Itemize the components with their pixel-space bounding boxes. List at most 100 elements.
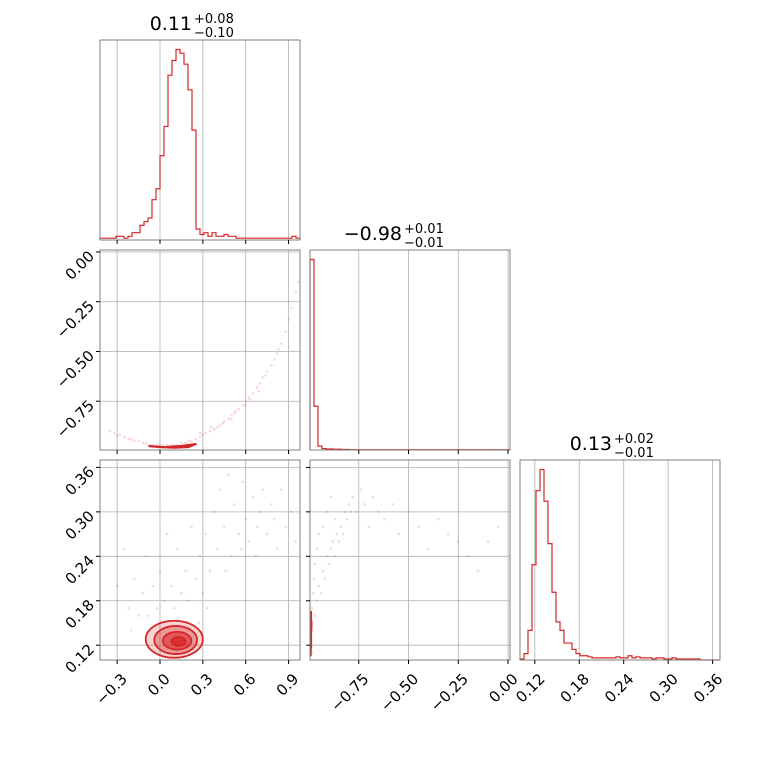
sample-point [162,599,166,603]
sample-point [161,443,165,447]
sample-point [122,435,126,439]
sample-point [377,510,380,514]
sample-point [341,532,345,536]
sample-point [190,525,193,528]
sample-point [224,569,228,573]
sample-point [222,419,226,423]
sample-point [204,532,208,536]
sample-point [227,473,230,477]
sample-point [197,621,200,625]
sample-point [310,606,314,610]
sample-point [187,599,190,603]
y-tick-label: −0.50 [53,347,98,392]
sample-point [132,439,136,443]
sample-point [218,423,222,427]
sample-point [391,503,394,506]
sample-point [118,433,122,437]
sample-point [194,577,198,580]
sample-point [311,592,315,595]
sample-point [284,330,288,333]
sample-point [347,503,351,506]
sample-point [144,441,148,445]
x-tick-label: 0.3 [187,670,217,700]
sample-point [261,488,265,491]
x-tick-label: −0.3 [92,670,130,708]
density-core [148,442,197,449]
sample-point [115,433,119,437]
sample-point [147,614,150,617]
sample-point [198,435,202,439]
sample-point [349,510,353,514]
sample-point [241,480,245,484]
sample-point [232,503,236,506]
sample-point [137,614,140,617]
sample-point [172,606,176,610]
sample-point [237,407,240,411]
sample-point [247,540,250,543]
sample-point [184,441,188,445]
density-contour-3 [170,636,187,647]
param-title-2: 0.13 [570,433,612,455]
sample-point [367,525,371,528]
panel-frame [99,39,301,241]
sample-point [272,358,276,361]
y-tick-label: −0.25 [53,297,98,342]
sample-point [190,439,193,443]
sample-point [315,599,319,603]
param-title-lower-1: −0.01 [404,236,444,251]
sample-point [232,411,236,415]
sample-point [359,488,363,491]
sample-point [218,488,222,491]
sample-point [312,577,316,580]
sample-point [165,532,169,536]
param-title-0: 0.11 [150,13,192,35]
sample-point [284,525,288,528]
sample-point [437,517,440,521]
sample-point [456,540,460,543]
sample-point [198,431,202,435]
sample-point [155,606,159,610]
sample-point [270,364,273,367]
sample-point [363,503,367,506]
sample-point [280,488,283,491]
sample-point [371,495,374,499]
sample-point [237,532,240,536]
sample-point [335,532,339,536]
sample-point [175,547,179,551]
x-tick-label: −0.25 [427,670,472,715]
x-tick-label: 0.9 [273,670,303,700]
x-tick-label: 0.24 [601,670,637,706]
sample-point [201,433,205,437]
sample-point [447,532,450,536]
sample-point [184,569,188,573]
param-title-1: −0.98 [344,223,402,245]
histogram-1 [309,258,510,451]
sample-point [215,425,219,429]
histogram-2 [519,468,720,661]
sample-point [287,318,290,321]
sample-point [466,554,470,558]
sample-point [486,540,490,543]
sample-point [407,510,410,514]
sample-point [427,547,430,551]
sample-point [343,510,347,514]
sample-point [294,290,298,294]
sample-point [212,427,216,431]
sample-point [222,525,226,528]
sample-point [270,503,273,506]
sample-point [333,517,337,521]
density-core [309,610,313,657]
sample-point [290,306,293,310]
param-title-lower-2: −0.01 [614,446,654,461]
sample-point [122,547,126,551]
sample-point [290,510,293,514]
sample-point [130,437,133,441]
sample-point [351,495,355,499]
sample-point [137,439,140,443]
sample-point [187,439,190,443]
sample-point [158,569,162,573]
sample-point [258,510,262,514]
sample-point [280,342,283,345]
sample-point [294,540,298,543]
sample-point [329,547,333,551]
